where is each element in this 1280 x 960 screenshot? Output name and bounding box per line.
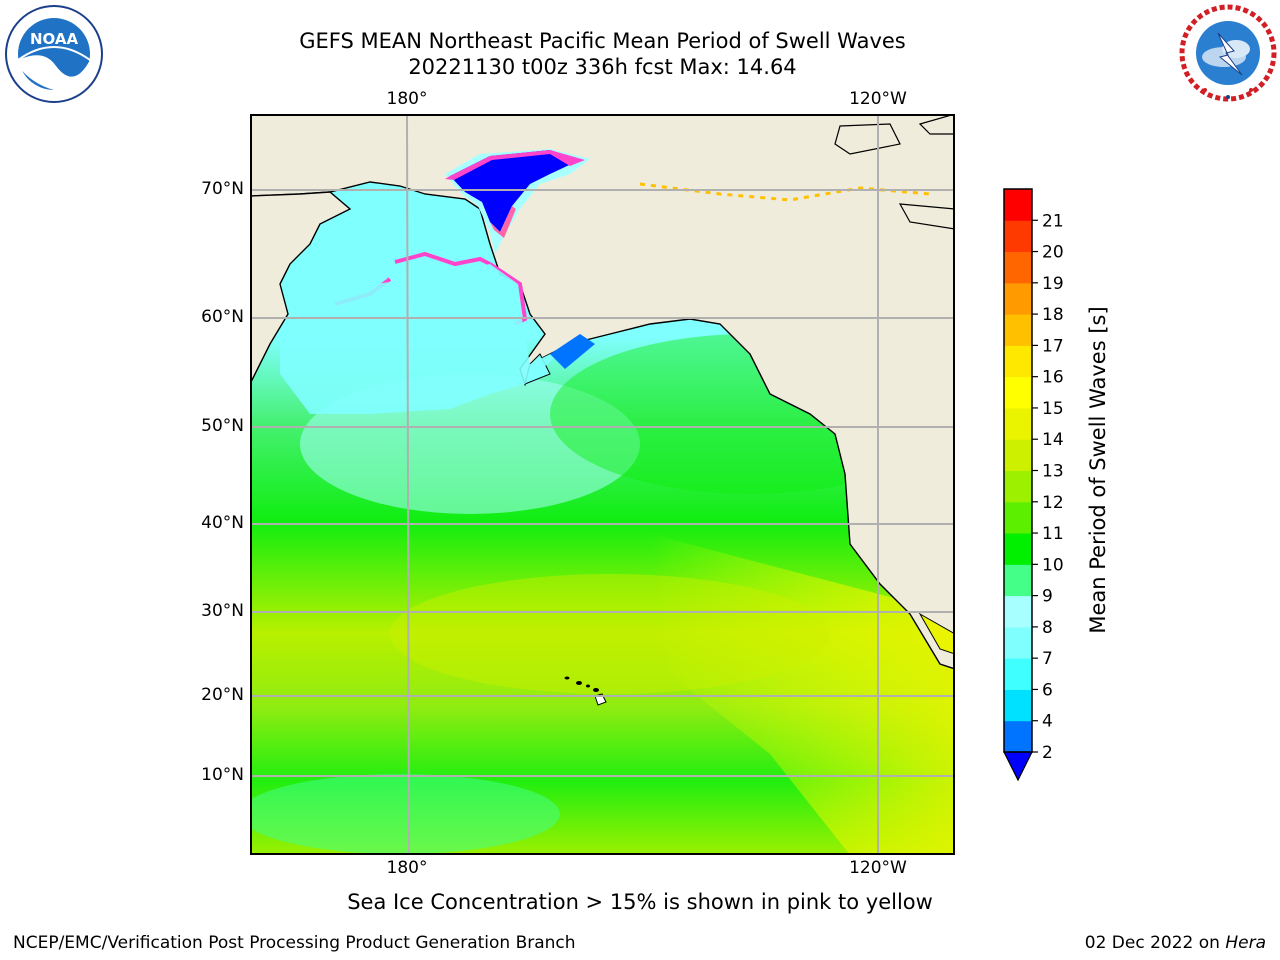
colorbar-block [1004, 407, 1032, 440]
colorbar-block [1004, 189, 1032, 221]
sea-ice-edge-pink [445, 150, 585, 180]
colorbar-tick-label: 19 [1042, 274, 1064, 294]
lat-label-40n: 40°N [201, 513, 244, 533]
footer-date: 02 Dec 2022 on Hera [1085, 933, 1266, 953]
noaa-logo: NOAA [5, 5, 103, 103]
colorbar-block [1004, 658, 1032, 690]
gulf-of-california [918, 612, 955, 655]
colorbar-block [1004, 501, 1032, 534]
colorbar-block [1004, 626, 1032, 659]
colorbar-tick-label: 17 [1042, 336, 1064, 356]
swell-period-south-patch [250, 774, 560, 854]
colorbar-tick-label: 2 [1042, 743, 1053, 763]
footer-host: Hera [1225, 933, 1266, 953]
colorbar-tick-label: 15 [1042, 399, 1064, 419]
lat-label-60n: 60°N [201, 307, 244, 327]
colorbar-tick-label: 14 [1042, 430, 1064, 450]
colorbar-tick-label: 18 [1042, 305, 1064, 325]
land-arctic-island-1 [834, 123, 901, 155]
colorbar-tick-label: 21 [1042, 211, 1064, 231]
noaa-logo-text: NOAA [30, 30, 79, 48]
lon-label-top-180: 180° [386, 89, 428, 109]
lon-label-bottom-120w: 120°W [849, 858, 907, 878]
forecast-subtitle: 20221130 t00z 336h fcst Max: 14.64 [408, 55, 797, 79]
lat-label-50n: 50°N [201, 416, 244, 436]
colorbar-block [1004, 376, 1032, 409]
map-panel [250, 114, 955, 855]
lat-label-70n: 70°N [201, 179, 244, 199]
colorbar-block [1004, 282, 1032, 315]
colorbar-tick-label: 11 [1042, 524, 1064, 544]
colorbar-block [1004, 220, 1032, 253]
swell-period-central-patch [390, 574, 830, 694]
colorbar-block [1004, 720, 1032, 753]
colorbar-block [1004, 439, 1032, 471]
colorbar-tick-label: 20 [1042, 243, 1064, 263]
colorbar-tick-label: 12 [1042, 493, 1064, 513]
colorbar-block [1004, 251, 1032, 284]
colorbar-block [1004, 345, 1032, 378]
footer-date-text: 02 Dec 2022 on [1084, 933, 1226, 953]
lat-label-30n: 30°N [201, 601, 244, 621]
colorbar-tick-label: 10 [1042, 555, 1064, 575]
nws-logo [1179, 4, 1277, 102]
colorbar-block [1004, 595, 1032, 628]
colorbar-tick-label: 4 [1042, 712, 1053, 732]
colorbar-block [1004, 314, 1032, 346]
land-arctic-island-3 [898, 203, 955, 230]
bering-sea-field [280, 264, 570, 414]
colorbar-tick-label: 7 [1042, 649, 1053, 669]
low-period-cook-inlet [550, 334, 595, 369]
colorbar-tick-label: 8 [1042, 618, 1053, 638]
sea-ice-siberian-coast [394, 251, 491, 267]
colorbar-block [1004, 564, 1032, 597]
lat-label-10n: 10°N [201, 765, 244, 785]
map-frame [250, 114, 955, 855]
lat-label-20n: 20°N [201, 685, 244, 705]
sea-ice-edge-strait [490, 206, 516, 238]
lon-label-top-120w: 120°W [849, 89, 907, 109]
land-kamchatka [250, 191, 352, 385]
grid-lon-180 [406, 114, 410, 855]
graticule [250, 114, 955, 855]
colorbar-block [1004, 470, 1032, 503]
colorbar-block [1004, 689, 1032, 722]
footer-credit: NCEP/EMC/Verification Post Processing Pr… [13, 933, 576, 953]
colorbar-tick-label: 16 [1042, 368, 1064, 388]
colorbar-title: Mean Period of Swell Waves [s] [1086, 306, 1110, 634]
colorbar-extend-triangle [1003, 751, 1033, 782]
colorbar-tick-label: 13 [1042, 462, 1064, 482]
colorbar-tick-label: 6 [1042, 680, 1053, 700]
sea-ice-caption: Sea Ice Concentration > 15% is shown in … [347, 890, 933, 914]
colorbar-block [1004, 533, 1032, 565]
lon-label-bottom-180: 180° [386, 858, 428, 878]
colorbar: 2 4 6 7 8 9 10 11 12 13 14 15 16 17 18 19 20 21 [1003, 188, 1064, 782]
chart-title: GEFS MEAN Northeast Pacific Mean Period … [299, 29, 906, 53]
colorbar-tick-label: 9 [1042, 587, 1053, 607]
land-arctic-island-2 [918, 114, 955, 135]
